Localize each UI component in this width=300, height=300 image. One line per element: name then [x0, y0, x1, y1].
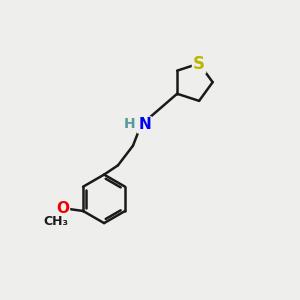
Text: H: H	[124, 117, 136, 131]
Text: S: S	[193, 55, 205, 73]
Text: O: O	[56, 201, 69, 216]
Text: CH₃: CH₃	[43, 215, 68, 229]
Text: N: N	[138, 117, 151, 132]
